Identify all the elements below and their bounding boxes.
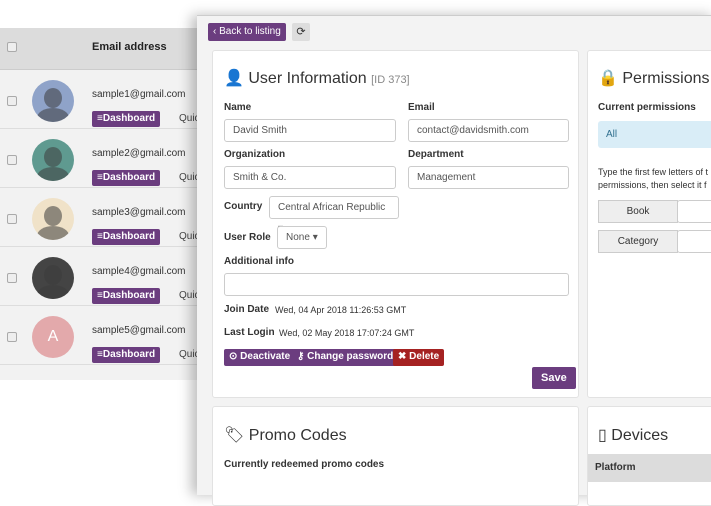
row-email: sample1@gmail.com [92, 89, 186, 100]
join-date-label: Join Date [224, 304, 270, 315]
key-icon: ⚷ [297, 351, 308, 362]
help-line-2: permissions, then select it f [598, 180, 707, 190]
user-icon: 👤 [224, 70, 244, 87]
change-password-button[interactable]: ⚷ Change password [292, 349, 399, 366]
organization-label: Organization [224, 149, 286, 160]
tag-icon: 🏷 [224, 427, 245, 444]
devices-card: ▯ Devices Platform [587, 406, 711, 506]
permissions-card: 🔒 Permissions Current permissions All Ty… [587, 50, 711, 398]
row-checkbox[interactable] [7, 273, 17, 283]
row-email: sample3@gmail.com [92, 207, 186, 218]
help-line-1: Type the first few letters of t [598, 167, 709, 177]
user-information-card: 👤 User Information [ID 373] Name David S… [212, 50, 579, 398]
department-input[interactable]: Management [408, 166, 569, 189]
platform-column-header: Platform [588, 454, 711, 482]
avatar [32, 139, 74, 181]
category-addon: Category [598, 230, 678, 253]
dashboard-button[interactable]: ≡Dashboard [92, 347, 161, 363]
back-to-listing-button[interactable]: ‹ Back to listing [208, 23, 286, 41]
row-email: sample5@gmail.com [92, 325, 186, 336]
quick-action-link[interactable]: Quic [179, 349, 200, 360]
chevron-left-icon: ‹ [213, 26, 220, 37]
user-id: [ID 373] [371, 74, 410, 86]
country-dropdown[interactable]: Central African Republic ▾ [269, 196, 399, 234]
deactivate-icon: ⊙ [229, 351, 241, 362]
row-checkbox[interactable] [7, 332, 17, 342]
table-row: sample4@gmail.com ≡Dashboard Quic [0, 247, 205, 306]
avatar: A [32, 316, 74, 358]
user-role-dropdown[interactable]: None ▾ [277, 226, 327, 249]
role-value: None [286, 232, 310, 243]
last-login-value: Wed, 02 May 2018 17:07:24 GMT [279, 328, 415, 338]
refresh-button[interactable]: ⟳ [292, 23, 310, 41]
organization-input[interactable]: Smith & Co. [224, 166, 396, 189]
category-permission-input[interactable] [677, 230, 711, 253]
country-value: Central African Republic [278, 202, 386, 213]
user-detail-panel: ‹ Back to listing ⟳ 👤 User Information [… [197, 15, 711, 506]
email-label: Email [408, 102, 435, 113]
quick-action-link[interactable]: Quic [179, 172, 200, 183]
table-row: A sample5@gmail.com ≡Dashboard Quic [0, 306, 205, 365]
delete-button[interactable]: ✖ Delete [393, 349, 445, 366]
permissions-help-text: Type the first few letters of t permissio… [598, 166, 708, 192]
name-input[interactable]: David Smith [224, 119, 396, 142]
menu-icon: ≡ [97, 113, 103, 124]
permissions-heading: 🔒 Permissions [598, 70, 710, 87]
row-checkbox[interactable] [7, 155, 17, 165]
avatar [32, 80, 74, 122]
name-label: Name [224, 102, 252, 113]
dashboard-button[interactable]: ≡Dashboard [92, 111, 161, 127]
quick-action-link[interactable]: Quic [179, 231, 200, 242]
row-checkbox[interactable] [7, 214, 17, 224]
additional-info-label: Additional info [224, 256, 294, 267]
current-permissions-value: All [598, 121, 711, 148]
book-addon: Book [598, 200, 678, 223]
dashboard-button[interactable]: ≡Dashboard [92, 170, 161, 186]
menu-icon: ≡ [97, 349, 103, 360]
book-permission-input[interactable] [677, 200, 711, 223]
caret-down-icon: ▾ [312, 232, 318, 243]
current-permissions-label: Current permissions [598, 102, 696, 113]
avatar-initial: A [47, 328, 59, 345]
x-icon: ✖ [398, 351, 410, 362]
menu-icon: ≡ [97, 290, 103, 301]
table-row: sample3@gmail.com ≡Dashboard Quic [0, 188, 205, 247]
user-list: Email address sample1@gmail.com ≡Dashboa… [0, 28, 205, 380]
menu-icon: ≡ [97, 231, 103, 242]
deactivate-button[interactable]: ⊙ Deactivate [224, 349, 296, 366]
promo-codes-card: 🏷 Promo Codes Currently redeemed promo c… [212, 406, 579, 506]
promo-subtitle: Currently redeemed promo codes [224, 459, 385, 470]
row-email: sample2@gmail.com [92, 148, 186, 159]
refresh-icon: ⟳ [296, 26, 306, 38]
devices-heading: ▯ Devices [598, 427, 669, 444]
join-date-value: Wed, 04 Apr 2018 11:26:53 GMT [275, 305, 407, 315]
mobile-icon: ▯ [598, 427, 607, 444]
save-button[interactable]: Save [532, 367, 576, 389]
lock-icon: 🔒 [598, 70, 618, 87]
table-row: sample1@gmail.com ≡Dashboard Quic [0, 70, 205, 129]
quick-action-link[interactable]: Quic [179, 290, 200, 301]
additional-info-input[interactable] [224, 273, 569, 296]
last-login-label: Last Login [224, 327, 275, 338]
avatar [32, 198, 74, 240]
email-column-header[interactable]: Email address [92, 41, 167, 53]
quick-action-link[interactable]: Quic [179, 113, 200, 124]
email-input[interactable]: contact@davidsmith.com [408, 119, 569, 142]
user-info-heading: 👤 User Information [ID 373] [224, 70, 410, 87]
row-email: sample4@gmail.com [92, 266, 186, 277]
row-checkbox[interactable] [7, 96, 17, 106]
dashboard-button[interactable]: ≡Dashboard [92, 288, 161, 304]
user-role-label: User Role [224, 232, 271, 243]
select-all-checkbox[interactable] [7, 42, 17, 52]
avatar [32, 257, 74, 299]
dashboard-button[interactable]: ≡Dashboard [92, 229, 161, 245]
table-row: sample2@gmail.com ≡Dashboard Quic [0, 129, 205, 188]
list-header: Email address [0, 28, 205, 70]
menu-icon: ≡ [97, 172, 103, 183]
country-label: Country [224, 201, 263, 212]
department-label: Department [408, 149, 464, 160]
promo-heading: 🏷 Promo Codes [224, 427, 347, 444]
